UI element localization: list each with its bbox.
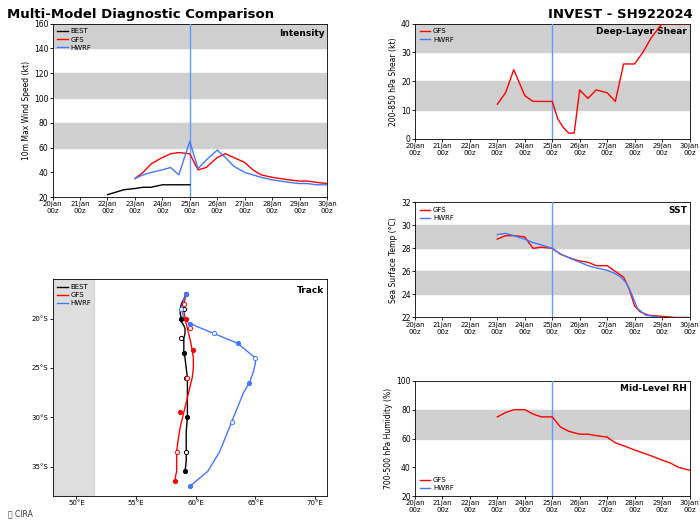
Text: Mid-Level RH: Mid-Level RH <box>620 384 687 393</box>
Text: Intensity: Intensity <box>279 29 324 38</box>
Y-axis label: 10m Max Wind Speed (kt): 10m Max Wind Speed (kt) <box>22 61 31 160</box>
Bar <box>415 225 690 248</box>
Legend: GFS, HWRF: GFS, HWRF <box>419 27 455 44</box>
Bar <box>52 279 94 496</box>
Bar <box>415 410 690 438</box>
Bar <box>52 73 327 98</box>
Y-axis label: 700-500 hPa Humidity (%): 700-500 hPa Humidity (%) <box>384 388 393 489</box>
Legend: BEST, GFS, HWRF: BEST, GFS, HWRF <box>56 282 93 308</box>
Bar <box>52 123 327 148</box>
Text: SST: SST <box>668 206 687 215</box>
Y-axis label: 200-850 hPa Shear (kt): 200-850 hPa Shear (kt) <box>389 37 398 125</box>
Text: Multi-Model Diagnostic Comparison: Multi-Model Diagnostic Comparison <box>7 8 274 21</box>
Legend: GFS, HWRF: GFS, HWRF <box>419 476 455 492</box>
Text: INVEST - SH922024: INVEST - SH922024 <box>548 8 693 21</box>
Bar <box>415 271 690 295</box>
Bar <box>415 81 690 110</box>
Legend: BEST, GFS, HWRF: BEST, GFS, HWRF <box>56 27 93 52</box>
Text: Track: Track <box>297 286 324 295</box>
Text: 🌀 CIRA: 🌀 CIRA <box>8 510 34 519</box>
Bar <box>415 24 690 52</box>
Text: Deep-Layer Shear: Deep-Layer Shear <box>596 27 687 36</box>
Y-axis label: Sea Surface Temp (°C): Sea Surface Temp (°C) <box>389 217 398 303</box>
Legend: GFS, HWRF: GFS, HWRF <box>419 206 455 223</box>
Bar <box>52 24 327 48</box>
